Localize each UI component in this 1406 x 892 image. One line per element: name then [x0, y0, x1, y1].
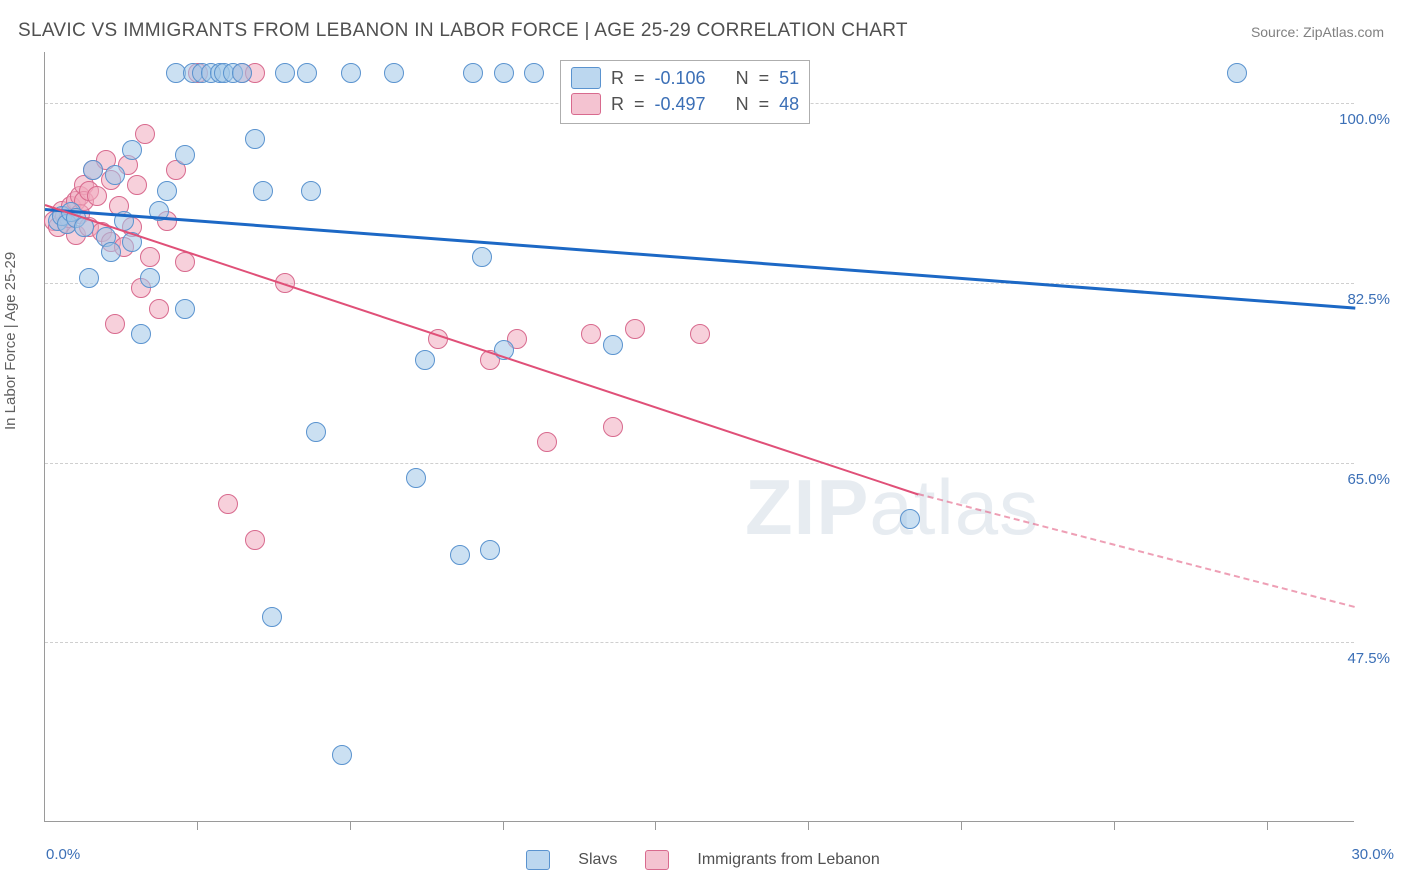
x-tick-max: 30.0% — [1351, 846, 1394, 863]
point-lebanon — [537, 432, 557, 452]
watermark-rest: atlas — [869, 463, 1039, 551]
y-tick-label: 100.0% — [1339, 111, 1390, 128]
eq: = — [759, 94, 770, 115]
source-label: Source: ZipAtlas.com — [1251, 24, 1384, 40]
point-slavs — [603, 335, 623, 355]
y-axis-label: In Labor Force | Age 25-29 — [2, 252, 19, 430]
point-slavs — [275, 63, 295, 83]
point-lebanon — [218, 494, 238, 514]
series-legend: Slavs Immigrants from Lebanon — [0, 850, 1406, 870]
point-slavs — [306, 422, 326, 442]
x-tick — [655, 822, 656, 830]
point-slavs — [101, 242, 121, 262]
x-tick — [1114, 822, 1115, 830]
point-lebanon — [245, 530, 265, 550]
r-value-lebanon: -0.497 — [655, 94, 706, 115]
plot-area: ZIPatlas — [44, 52, 1354, 822]
point-lebanon — [625, 319, 645, 339]
point-slavs — [122, 140, 142, 160]
point-slavs — [900, 509, 920, 529]
x-tick-min: 0.0% — [46, 846, 80, 863]
gridline — [45, 283, 1354, 284]
swatch-lebanon-icon — [645, 850, 669, 870]
point-lebanon — [175, 252, 195, 272]
point-slavs — [341, 63, 361, 83]
x-tick — [350, 822, 351, 830]
legend-row-slavs: R = -0.106 N = 51 — [569, 65, 801, 91]
watermark: ZIPatlas — [745, 462, 1039, 553]
point-slavs — [494, 63, 514, 83]
n-value-slavs: 51 — [779, 68, 799, 89]
point-lebanon — [581, 324, 601, 344]
correlation-legend: R = -0.106 N = 51 R = -0.497 N = 48 — [560, 60, 810, 124]
point-slavs — [175, 299, 195, 319]
y-tick-label: 82.5% — [1347, 291, 1390, 308]
y-tick-label: 65.0% — [1347, 471, 1390, 488]
r-label: R — [611, 94, 624, 115]
point-lebanon — [149, 299, 169, 319]
gridline — [45, 463, 1354, 464]
point-slavs — [332, 745, 352, 765]
point-slavs — [450, 545, 470, 565]
point-lebanon — [105, 314, 125, 334]
x-tick — [961, 822, 962, 830]
n-label: N — [736, 68, 749, 89]
chart-frame: SLAVIC VS IMMIGRANTS FROM LEBANON IN LAB… — [0, 0, 1406, 892]
n-value-lebanon: 48 — [779, 94, 799, 115]
point-slavs — [472, 247, 492, 267]
point-slavs — [105, 165, 125, 185]
swatch-slavs-icon — [571, 67, 601, 89]
trend-line-lebanon-extrapolated — [918, 493, 1355, 608]
point-slavs — [480, 540, 500, 560]
point-slavs — [384, 63, 404, 83]
eq: = — [634, 68, 645, 89]
point-slavs — [79, 268, 99, 288]
point-slavs — [463, 63, 483, 83]
point-slavs — [253, 181, 273, 201]
point-slavs — [140, 268, 160, 288]
point-slavs — [175, 145, 195, 165]
point-slavs — [406, 468, 426, 488]
legend-label-lebanon: Immigrants from Lebanon — [697, 851, 879, 869]
point-lebanon — [127, 175, 147, 195]
n-label: N — [736, 94, 749, 115]
eq: = — [759, 68, 770, 89]
watermark-bold: ZIP — [745, 463, 869, 551]
point-lebanon — [690, 324, 710, 344]
point-slavs — [245, 129, 265, 149]
gridline — [45, 642, 1354, 643]
r-value-slavs: -0.106 — [655, 68, 706, 89]
point-lebanon — [140, 247, 160, 267]
point-slavs — [524, 63, 544, 83]
legend-label-slavs: Slavs — [578, 851, 617, 869]
trend-line-slavs — [45, 208, 1355, 310]
legend-row-lebanon: R = -0.497 N = 48 — [569, 91, 801, 117]
x-tick — [808, 822, 809, 830]
point-slavs — [297, 63, 317, 83]
point-slavs — [232, 63, 252, 83]
point-slavs — [83, 160, 103, 180]
point-slavs — [131, 324, 151, 344]
point-slavs — [1227, 63, 1247, 83]
chart-title: SLAVIC VS IMMIGRANTS FROM LEBANON IN LAB… — [18, 20, 908, 42]
x-tick — [197, 822, 198, 830]
y-tick-label: 47.5% — [1347, 650, 1390, 667]
x-tick — [1267, 822, 1268, 830]
point-slavs — [301, 181, 321, 201]
point-slavs — [262, 607, 282, 627]
swatch-slavs-icon — [526, 850, 550, 870]
eq: = — [634, 94, 645, 115]
r-label: R — [611, 68, 624, 89]
point-slavs — [415, 350, 435, 370]
swatch-lebanon-icon — [571, 93, 601, 115]
point-slavs — [157, 181, 177, 201]
point-lebanon — [603, 417, 623, 437]
x-tick — [503, 822, 504, 830]
